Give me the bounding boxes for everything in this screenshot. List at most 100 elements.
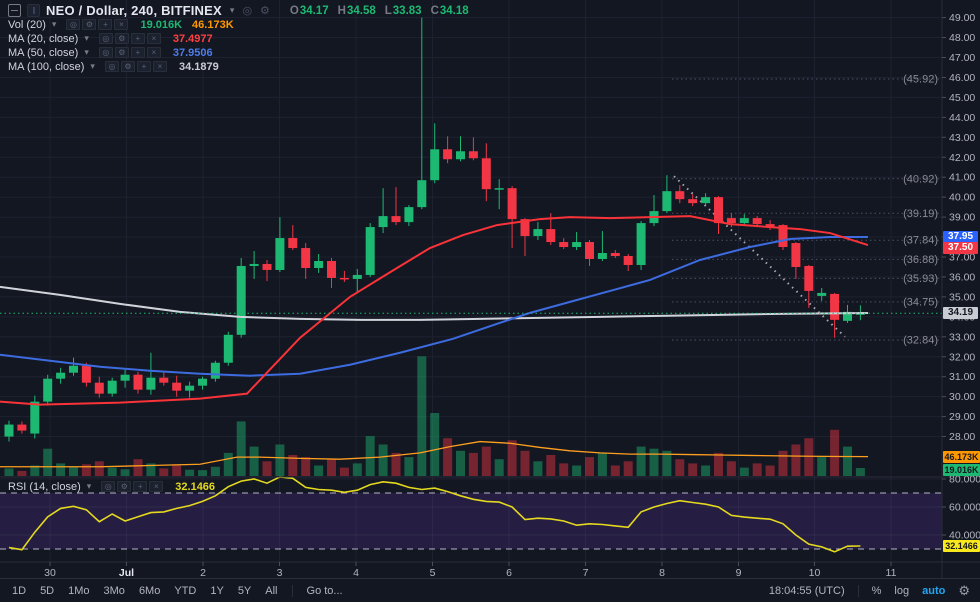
chevron-down-icon[interactable]: ▾ — [51, 19, 57, 29]
eye-icon[interactable]: ◎ — [104, 61, 119, 72]
close-icon[interactable]: × — [146, 33, 161, 44]
candle — [94, 376, 104, 398]
time-axis-label: 2 — [200, 567, 206, 579]
price-axis-label: 46.00 — [949, 72, 975, 84]
gear-icon[interactable]: ⚙ — [958, 582, 970, 598]
volume-bar — [507, 440, 517, 476]
close-icon[interactable]: × — [146, 47, 161, 58]
range-6mo[interactable]: 6Mo — [138, 584, 161, 597]
volume-bar — [572, 465, 582, 476]
close-icon[interactable]: × — [114, 19, 129, 30]
price-axis-label: 44.00 — [949, 112, 975, 124]
gear-icon[interactable]: ⚙ — [260, 5, 270, 17]
time-axis-label: 30 — [44, 567, 56, 579]
plus-icon[interactable]: + — [130, 33, 145, 44]
candle — [585, 240, 594, 266]
range-all[interactable]: All — [265, 584, 278, 597]
plus-icon[interactable]: + — [133, 481, 148, 492]
volume-bar — [804, 438, 814, 476]
candle — [210, 360, 220, 382]
indicator-label[interactable]: Vol (20) — [8, 18, 46, 31]
candle — [133, 371, 143, 394]
ma20-line — [0, 215, 869, 406]
chevron-down-icon[interactable]: ▾ — [84, 47, 89, 57]
candle — [675, 185, 685, 204]
volume-bar — [56, 463, 66, 476]
indicator-row-rsi[interactable]: RSI (14, close) ▾ ◎ ⚙ + × 32.1466 — [8, 480, 215, 493]
price-axis-label: 31.00 — [949, 371, 975, 383]
chevron-down-icon[interactable]: ▾ — [86, 481, 92, 491]
volume-bar — [855, 468, 865, 476]
chart-type-icon[interactable] — [27, 4, 40, 17]
time-axis-label: 8 — [659, 567, 665, 579]
price-axis-label: 33.00 — [949, 331, 975, 343]
volume-bar — [610, 465, 620, 476]
eye-icon[interactable]: ◎ — [66, 19, 81, 30]
range-1mo[interactable]: 1Mo — [68, 584, 90, 597]
range-5d[interactable]: 5D — [40, 584, 55, 597]
gear-icon[interactable]: ⚙ — [120, 61, 135, 72]
volume-bar — [172, 465, 182, 476]
chart-header: NEO / Dollar, 240, BITFINEX ▾ ◎ ⚙ O34.17… — [8, 2, 469, 19]
auto-scale-button[interactable]: auto — [922, 584, 946, 597]
volume-bar — [120, 469, 130, 476]
indicator-row-ma50[interactable]: MA (50, close) ▾ ◎ ⚙ + × 37.9506 — [8, 46, 213, 59]
indicator-label[interactable]: MA (20, close) — [8, 32, 79, 45]
indicator-label[interactable]: MA (50, close) — [8, 46, 79, 59]
goto-button[interactable]: Go to... — [306, 584, 343, 597]
close-icon[interactable]: × — [152, 61, 167, 72]
percent-scale-button[interactable]: % — [871, 584, 882, 597]
gear-icon[interactable]: ⚙ — [114, 47, 129, 58]
divider — [291, 584, 293, 597]
volume-bar — [752, 463, 762, 476]
range-ytd[interactable]: YTD — [174, 584, 197, 597]
layout-menu-icon[interactable] — [8, 4, 21, 17]
volume-bar — [778, 450, 788, 476]
volume-ma-value: 46.173K — [192, 18, 234, 31]
ma100-value: 34.1879 — [178, 60, 219, 73]
ma20-axis-badge: 37.50 — [943, 242, 978, 254]
candle — [17, 421, 27, 434]
chevron-down-icon[interactable]: ▾ — [90, 61, 95, 71]
range-3mo[interactable]: 3Mo — [103, 584, 125, 597]
symbol-title[interactable]: NEO / Dollar, 240, BITFINEX — [46, 3, 222, 18]
price-axis-label: 28.00 — [949, 431, 975, 443]
candle — [688, 194, 698, 207]
eye-icon[interactable]: ◎ — [242, 5, 253, 17]
candle — [314, 254, 324, 273]
range-1y[interactable]: 1Y — [210, 584, 224, 597]
plus-icon[interactable]: + — [130, 47, 145, 58]
log-scale-button[interactable]: log — [894, 584, 910, 597]
candle — [636, 221, 646, 270]
plus-icon[interactable]: + — [136, 61, 151, 72]
close-icon[interactable]: × — [149, 481, 164, 492]
range-1d[interactable]: 1D — [12, 584, 27, 597]
rsi-axis-label: 60.0000 — [949, 502, 980, 514]
volume-bar — [714, 452, 723, 476]
price-axis-label: 37.00 — [949, 252, 975, 264]
indicator-row-volume[interactable]: Vol (20) ▾ ◎ ⚙ + × 19.016K 46.173K — [8, 18, 234, 31]
indicator-controls: ◎ ⚙ + × — [101, 481, 164, 492]
volume-bar — [456, 450, 465, 476]
gear-icon[interactable]: ⚙ — [117, 481, 132, 492]
indicator-row-ma100[interactable]: MA (100, close) ▾ ◎ ⚙ + × 34.1879 — [8, 60, 219, 73]
chevron-down-icon[interactable]: ▾ — [229, 5, 235, 15]
candle — [236, 257, 246, 338]
rsi-axis-badge: 32.1466 — [943, 540, 980, 552]
eye-icon[interactable]: ◎ — [98, 33, 113, 44]
eye-icon[interactable]: ◎ — [101, 481, 116, 492]
plus-icon[interactable]: + — [98, 19, 113, 30]
price-axis-label: 32.00 — [949, 351, 975, 363]
candle — [494, 179, 504, 210]
range-5y[interactable]: 5Y — [237, 584, 252, 597]
indicator-row-ma20[interactable]: MA (20, close) ▾ ◎ ⚙ + × 37.4977 — [8, 32, 213, 45]
price-axis-label: 49.00 — [949, 12, 975, 24]
range-buttons: 1D 5D 1Mo 3Mo 6Mo YTD 1Y 5Y All Go to... — [0, 584, 343, 597]
eye-icon[interactable]: ◎ — [98, 47, 113, 58]
indicator-label[interactable]: MA (100, close) — [8, 60, 85, 73]
chevron-down-icon[interactable]: ▾ — [84, 33, 89, 43]
indicator-label[interactable]: RSI (14, close) — [8, 480, 81, 493]
gear-icon[interactable]: ⚙ — [82, 19, 97, 30]
gear-icon[interactable]: ⚙ — [114, 33, 129, 44]
